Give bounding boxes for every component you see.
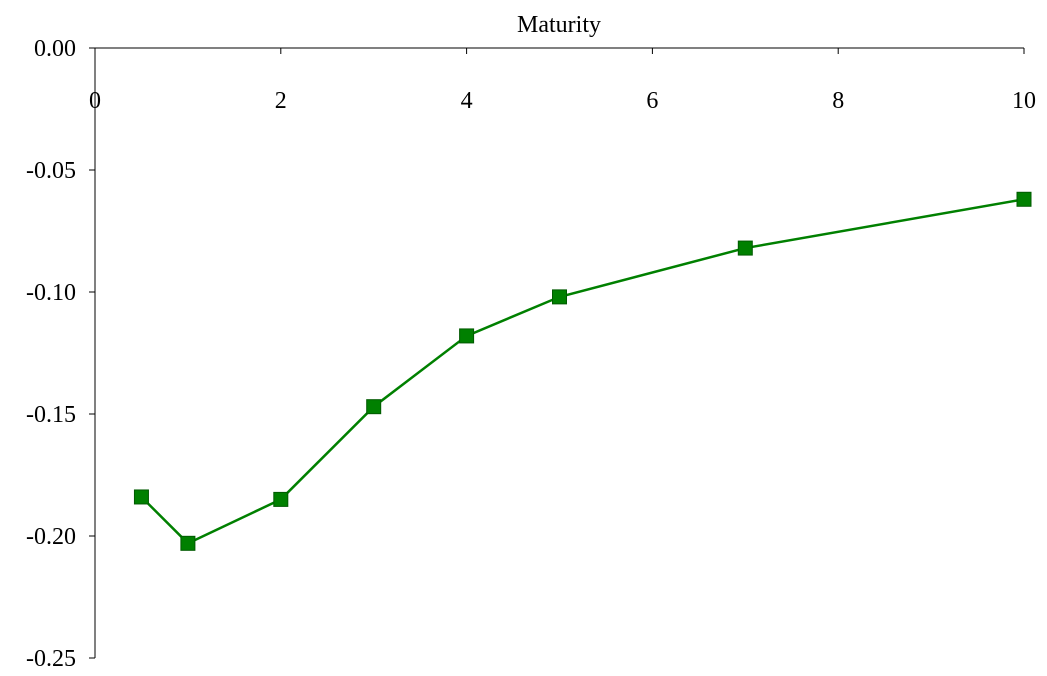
y-tick-label: 0.00 [34, 36, 76, 62]
x-axis-ticks: 0 2 4 6 8 10 [89, 48, 1036, 114]
data-point-marker [366, 399, 382, 415]
data-point-marker [273, 491, 289, 507]
y-tick-label: -0.25 [26, 646, 76, 672]
y-tick-label: -0.15 [26, 402, 76, 428]
x-tick-label: 0 [89, 88, 101, 114]
x-tick-label: 4 [461, 88, 473, 114]
y-tick-label: -0.20 [26, 524, 76, 550]
data-point-marker [737, 240, 753, 256]
y-axis-ticks: 0.00 -0.05 -0.10 -0.15 -0.20 -0.25 [26, 36, 95, 672]
y-tick-label: -0.05 [26, 158, 76, 184]
series-line [140, 198, 1025, 545]
data-point-marker [180, 535, 196, 551]
x-tick-label: 6 [646, 88, 658, 114]
series-layer [133, 191, 1032, 551]
y-tick-label: -0.10 [26, 280, 76, 306]
data-point-marker [552, 289, 567, 305]
data-point-marker [459, 328, 475, 344]
x-tick-label: 2 [275, 88, 287, 114]
x-axis-title: Maturity [517, 12, 601, 38]
x-tick-label: 8 [832, 88, 844, 114]
data-point-marker [133, 489, 149, 505]
x-tick-label: 10 [1012, 88, 1036, 114]
data-point-marker [1016, 191, 1032, 207]
